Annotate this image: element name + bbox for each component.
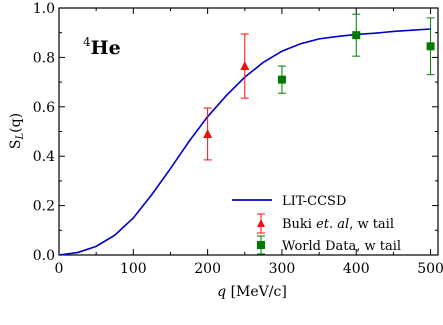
x-tick-label-0: 0	[55, 261, 64, 277]
x-tick-label-3: 300	[269, 261, 296, 277]
x-tick-label-5: 500	[417, 261, 443, 277]
data-point-triangle-1	[240, 61, 250, 71]
nucleus-symbol: He	[91, 37, 121, 59]
x-tick-label-1: 100	[120, 261, 147, 277]
legend: LIT-CCSD Buki et. al, w tail World Data,…	[232, 194, 401, 255]
ticks	[58, 7, 438, 256]
y-axis-tail: (q)	[8, 113, 24, 133]
y-tick-label-3: 0.6	[33, 100, 55, 116]
y-axis-subscript: L	[15, 132, 26, 140]
nucleus-mass-number: 4	[83, 35, 91, 49]
legend-label-buki-name: Buki	[282, 217, 316, 232]
series-layer	[58, 13, 435, 256]
data-point-square-0	[277, 75, 286, 84]
series-2	[277, 13, 435, 94]
y-tick-label-2: 0.4	[33, 149, 55, 165]
legend-marker-buki	[257, 219, 265, 227]
nucleus-annotation: 4He	[83, 35, 121, 59]
legend-label-lit-ccsd: LIT-CCSD	[282, 194, 346, 209]
y-axis-title: SL(q)	[8, 113, 26, 149]
data-point-triangle-0	[203, 128, 213, 138]
legend-label-buki-italic: et. al	[316, 217, 349, 232]
x-axis-title: q [MeV/c]	[217, 284, 287, 300]
y-axis-symbol: S	[8, 139, 24, 149]
x-tick-label-4: 400	[343, 261, 370, 277]
tick-labels: 0 100 200 300 400 500 0.0 0.2 0.4 0.6 0.8 1.0	[33, 1, 443, 277]
series-1	[203, 33, 250, 161]
x-tick-label-2: 200	[194, 261, 221, 277]
x-axis-unit: [MeV/c]	[226, 284, 287, 300]
data-point-square-2	[426, 42, 435, 51]
legend-label-buki-tail: , w tail	[349, 217, 394, 232]
legend-label-world: World Data, w tail	[282, 239, 401, 254]
data-point-square-1	[352, 31, 361, 40]
y-tick-label-0: 0.0	[33, 248, 55, 264]
y-tick-label-4: 0.8	[33, 50, 55, 66]
y-tick-label-5: 1.0	[33, 1, 55, 17]
y-tick-label-1: 0.2	[33, 199, 55, 215]
legend-label-buki: Buki et. al, w tail	[282, 217, 394, 232]
legend-marker-world	[257, 241, 265, 249]
x-axis-variable: q	[217, 284, 226, 300]
